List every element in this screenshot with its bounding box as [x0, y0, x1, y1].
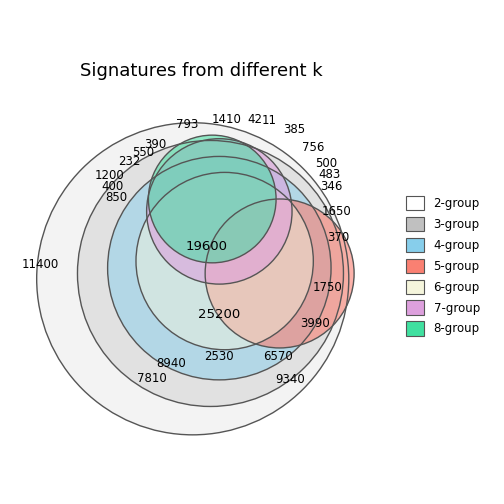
Text: 850: 850	[105, 191, 128, 204]
Text: 1750: 1750	[312, 281, 342, 294]
Circle shape	[108, 156, 331, 380]
Text: 232: 232	[118, 155, 140, 168]
Text: 11400: 11400	[22, 258, 59, 271]
Circle shape	[37, 123, 349, 435]
Circle shape	[147, 139, 292, 284]
Text: 346: 346	[320, 180, 342, 193]
Text: 7810: 7810	[137, 371, 167, 385]
Text: 370: 370	[327, 231, 349, 244]
Title: Signatures from different k: Signatures from different k	[80, 62, 323, 80]
Text: 793: 793	[176, 118, 199, 131]
Text: 400: 400	[102, 180, 124, 193]
Text: 1200: 1200	[95, 169, 124, 182]
Text: 3990: 3990	[300, 317, 330, 330]
Text: 500: 500	[314, 157, 337, 170]
Circle shape	[136, 172, 313, 350]
Text: 385: 385	[283, 123, 305, 136]
Text: 6570: 6570	[263, 350, 293, 363]
Circle shape	[148, 135, 276, 263]
Text: 2530: 2530	[205, 350, 234, 363]
Text: 9340: 9340	[275, 373, 305, 387]
Text: 1410: 1410	[212, 113, 241, 125]
Text: 1650: 1650	[322, 205, 351, 218]
Legend: 2-group, 3-group, 4-group, 5-group, 6-group, 7-group, 8-group: 2-group, 3-group, 4-group, 5-group, 6-gr…	[403, 193, 483, 339]
Circle shape	[78, 141, 343, 406]
Circle shape	[205, 199, 354, 348]
Text: 8940: 8940	[157, 357, 186, 370]
Text: 390: 390	[144, 138, 167, 151]
Text: 483: 483	[318, 168, 340, 180]
Text: 42: 42	[247, 113, 262, 125]
Text: 19600: 19600	[186, 240, 228, 254]
Text: 550: 550	[132, 146, 154, 159]
Text: 11: 11	[262, 114, 277, 128]
Text: 756: 756	[302, 141, 325, 154]
Text: 25200: 25200	[198, 308, 240, 321]
